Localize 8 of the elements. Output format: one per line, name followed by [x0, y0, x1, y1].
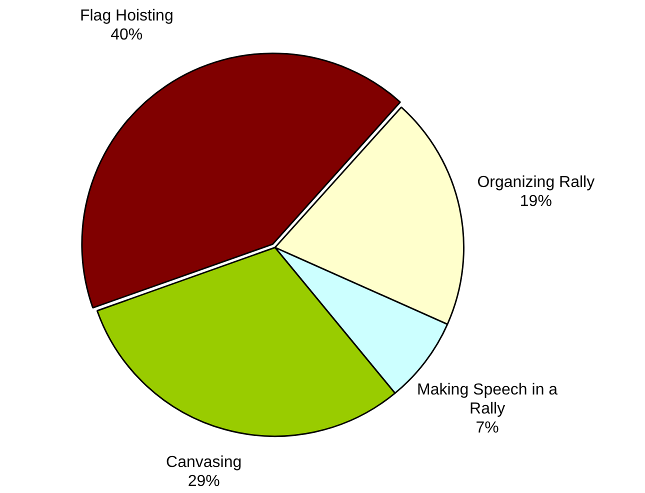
data-label: 7%: [476, 419, 499, 436]
data-label: 19%: [520, 192, 552, 210]
slice-label: Making Speech in a Rally: [417, 381, 558, 418]
data-label: 29%: [188, 472, 220, 490]
slice-label: Flag Hoisting: [80, 8, 174, 25]
slice-label: Canvasing: [166, 454, 242, 471]
data-label: 40%: [110, 26, 143, 44]
slice-label: Organizing Rally: [477, 174, 595, 191]
